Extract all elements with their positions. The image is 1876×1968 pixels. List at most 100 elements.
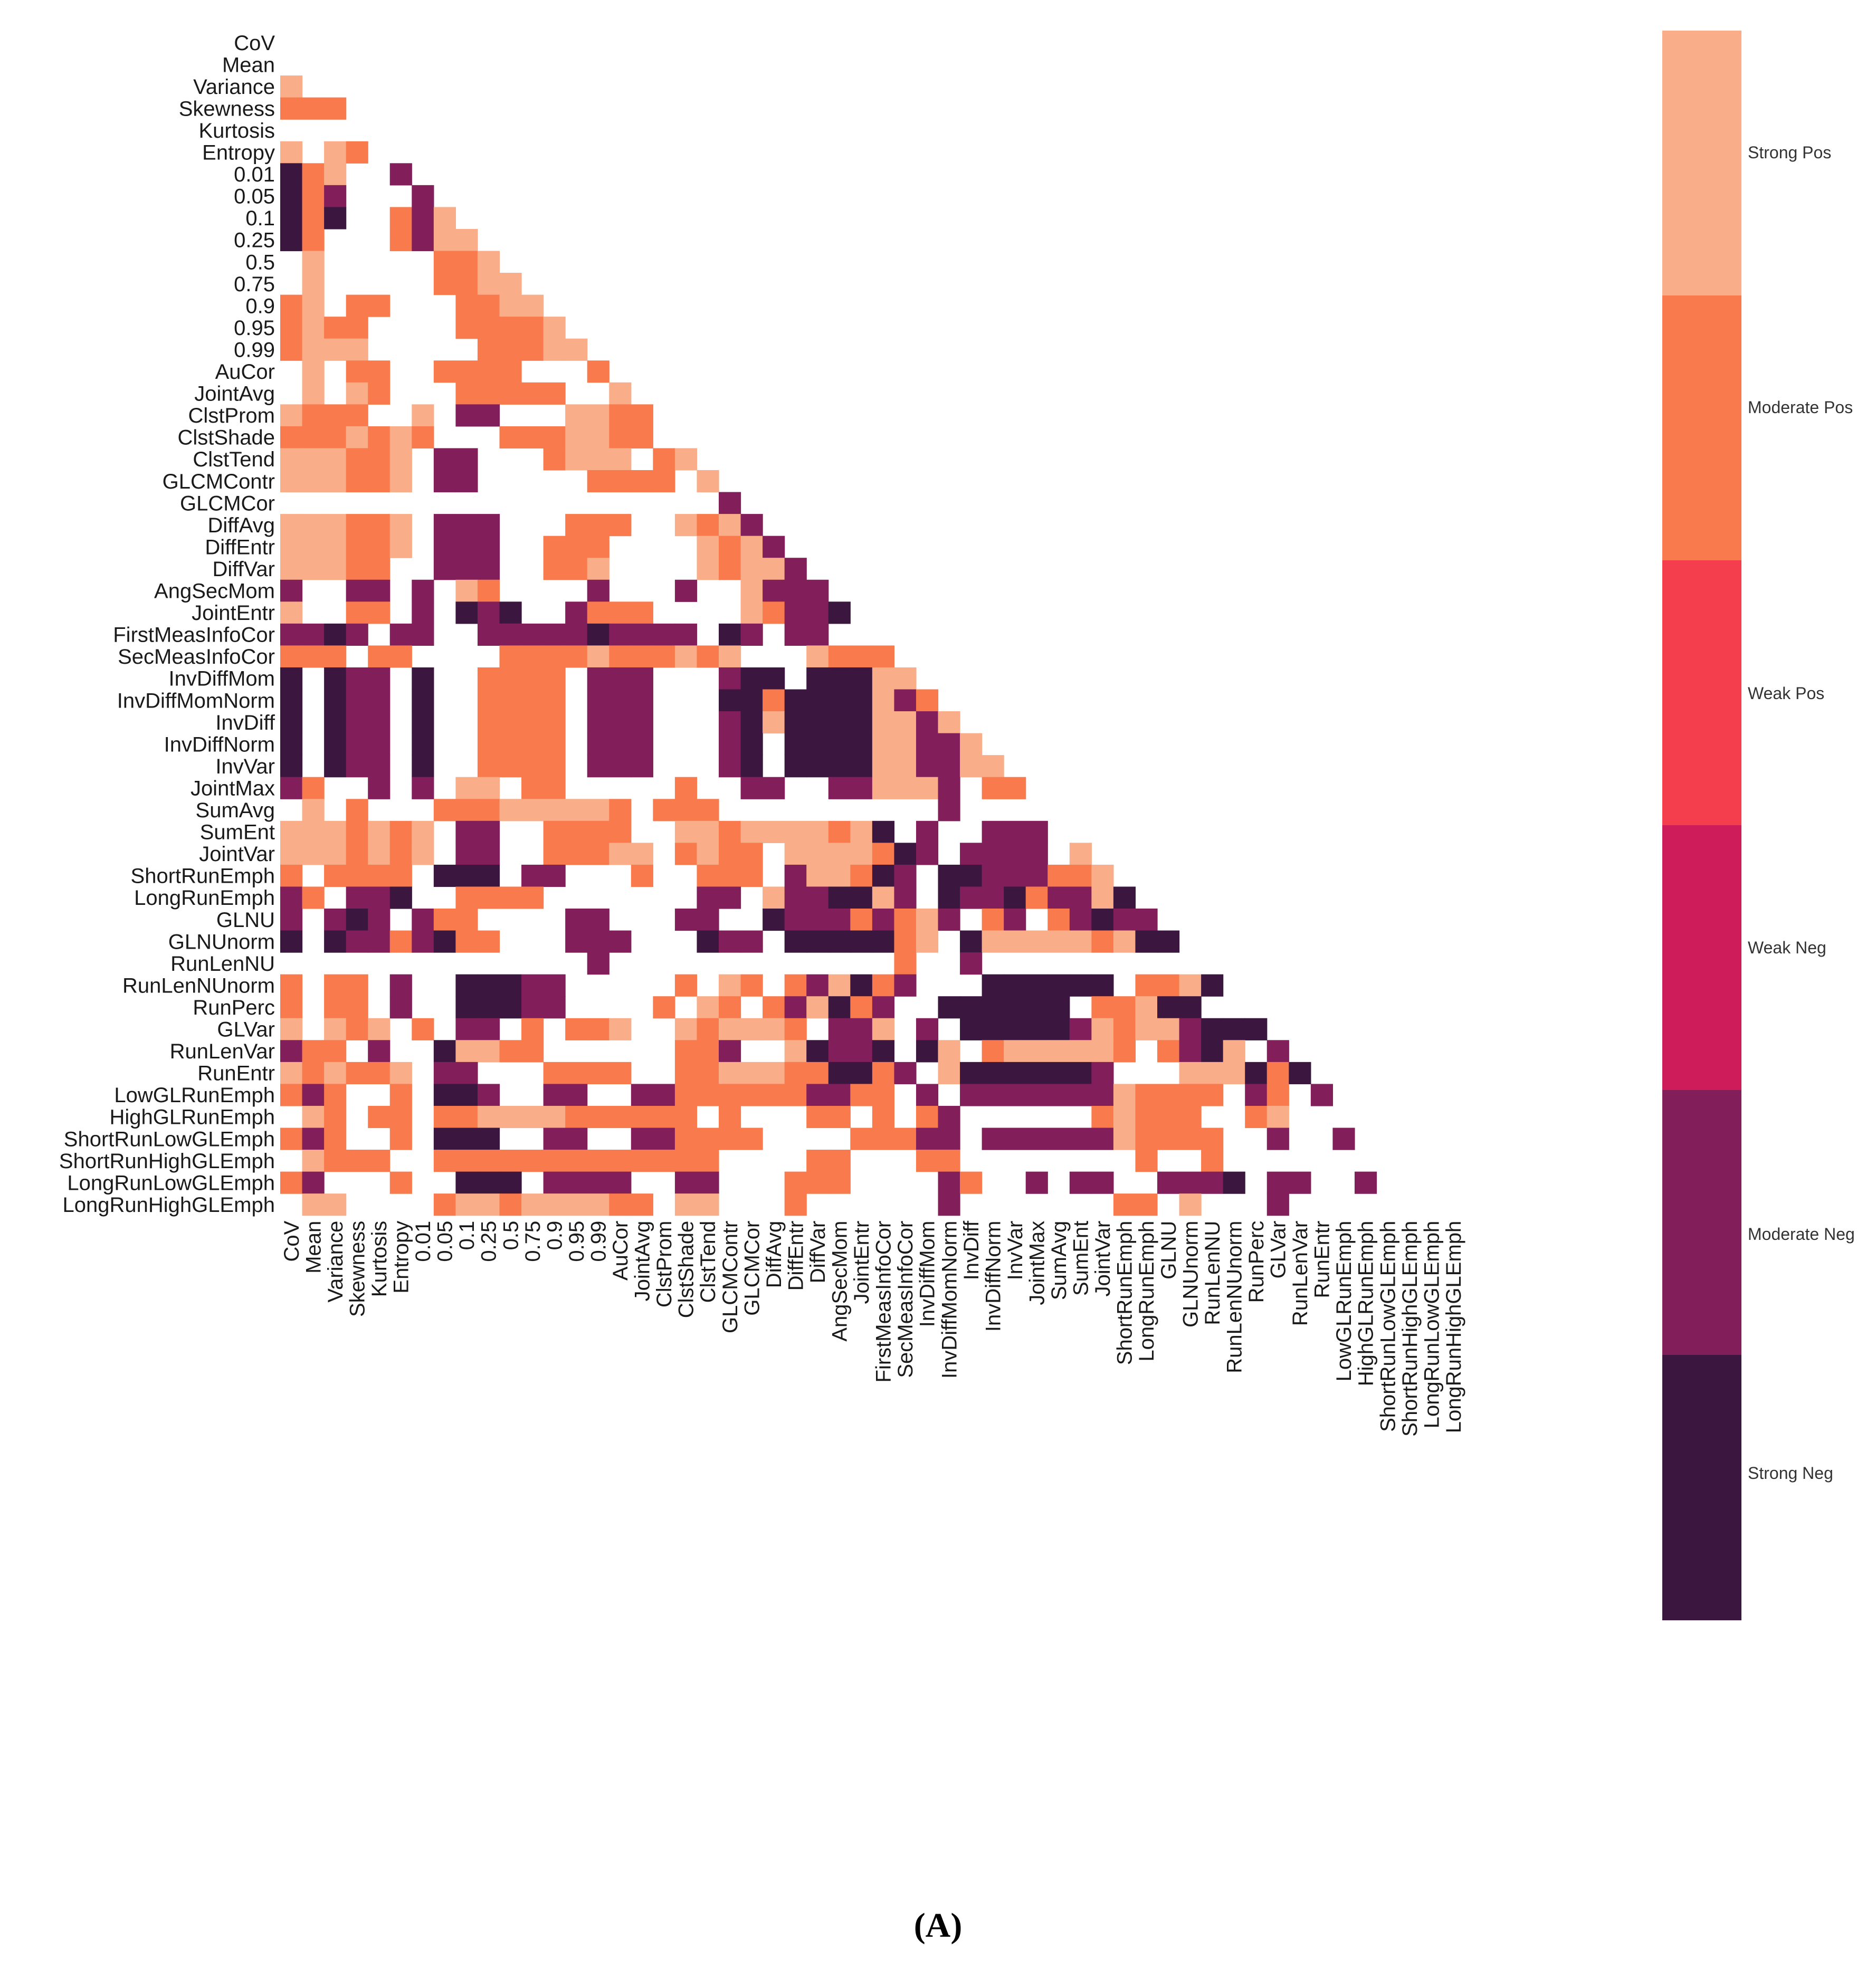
heatmap-cell (697, 1128, 719, 1150)
heatmap-cell (587, 1171, 610, 1194)
heatmap-cell (609, 1062, 632, 1084)
row-tick-label: JointEntr (192, 601, 275, 625)
column-tick-label: GLCMContr (719, 1221, 742, 1333)
row-tick-label: 0.95 (234, 317, 275, 340)
heatmap-cell (697, 864, 719, 887)
heatmap-cell (477, 536, 500, 558)
heatmap-cell (938, 1193, 960, 1216)
heatmap-cell (324, 514, 347, 537)
heatmap-cell (565, 1018, 588, 1040)
heatmap-cell (346, 799, 368, 821)
heatmap-cell (346, 338, 368, 361)
heatmap-cell (324, 820, 347, 843)
heatmap-cell (872, 755, 894, 778)
heatmap-cell (346, 579, 368, 602)
heatmap-cell (1157, 996, 1180, 1019)
heatmap-cell (784, 1084, 807, 1106)
heatmap-cell (631, 426, 653, 449)
heatmap-cell (1091, 1105, 1114, 1129)
heatmap-cell (477, 799, 500, 821)
heatmap-cell (1091, 974, 1114, 997)
heatmap-cell (982, 1040, 1004, 1063)
heatmap-cell (389, 645, 412, 668)
heatmap-cell (280, 667, 303, 690)
heatmap-cell (543, 843, 566, 865)
column-tick-label: GLNU (1157, 1221, 1180, 1279)
column-tick-label: ShortRunHighGLEmph (1398, 1221, 1422, 1437)
heatmap-cell (982, 1084, 1004, 1106)
heatmap-cell (565, 820, 588, 843)
heatmap-cell (280, 1084, 303, 1106)
heatmap-cell (324, 909, 347, 931)
heatmap-cell (565, 1150, 588, 1172)
heatmap-cell (828, 645, 851, 668)
heatmap-cell (587, 470, 610, 493)
heatmap-cell (587, 645, 610, 668)
column-tick-label: DiffAvg (763, 1221, 786, 1288)
heatmap-cell (828, 996, 851, 1019)
heatmap-cell (784, 1040, 807, 1063)
column-tick-label: 0.1 (455, 1221, 479, 1250)
heatmap-cell (872, 1018, 894, 1040)
heatmap-cell (1047, 864, 1070, 887)
heatmap-cell (674, 1018, 698, 1040)
heatmap-cell (1004, 1018, 1026, 1040)
heatmap-cell (938, 1128, 960, 1150)
heatmap-cell (280, 1018, 303, 1040)
heatmap-cell (280, 1128, 303, 1150)
heatmap-cell (368, 909, 391, 931)
heatmap-cell (938, 799, 960, 821)
heatmap-cell (609, 448, 632, 471)
heatmap-cell (587, 1193, 610, 1216)
heatmap-cell (280, 777, 303, 799)
heatmap-cell (828, 711, 851, 734)
heatmap-cell (806, 1105, 829, 1129)
heatmap-cell (674, 799, 698, 821)
heatmap-cell (719, 996, 741, 1019)
heatmap-cell (346, 141, 368, 164)
heatmap-cell (609, 1150, 632, 1172)
heatmap-cell (324, 207, 347, 230)
heatmap-cell (1069, 886, 1092, 909)
row-tick-label: ShortRunEmph (131, 865, 275, 888)
heatmap-cell (1113, 1018, 1136, 1040)
heatmap-cell (302, 294, 325, 317)
heatmap-cell (1091, 864, 1114, 887)
heatmap-cell (960, 843, 983, 865)
heatmap-cell (389, 536, 412, 558)
heatmap-cell (784, 909, 807, 931)
heatmap-cell (1091, 996, 1114, 1019)
heatmap-cell (1025, 886, 1048, 909)
column-tick-label: RunLenVar (1289, 1221, 1312, 1326)
heatmap-cell (346, 470, 368, 493)
heatmap-cell (609, 645, 632, 668)
heatmap-cell (389, 207, 412, 230)
heatmap-cell (1223, 1171, 1245, 1194)
heatmap-cell (609, 843, 632, 865)
heatmap-cell (302, 1150, 325, 1172)
column-tick-label: ShortRunLowGLEmph (1376, 1221, 1399, 1432)
heatmap-cell (697, 1150, 719, 1172)
heatmap-cell (368, 711, 391, 734)
heatmap-cell (477, 623, 500, 646)
heatmap-cell (302, 1193, 325, 1216)
heatmap-cell (389, 996, 412, 1019)
heatmap-cell (280, 1062, 303, 1084)
heatmap-cell (302, 843, 325, 865)
column-tick-label: InvVar (1004, 1221, 1027, 1281)
heatmap-cell (565, 623, 588, 646)
heatmap-cell (1310, 1084, 1333, 1106)
heatmap-cell (1113, 1084, 1136, 1106)
heatmap-cell (740, 733, 763, 756)
heatmap-cell (653, 645, 675, 668)
heatmap-cell (543, 667, 566, 690)
heatmap-cell (280, 75, 303, 98)
heatmap-cell (302, 273, 325, 295)
heatmap-cell (1157, 1105, 1180, 1129)
heatmap-cell (521, 974, 544, 997)
heatmap-cell (872, 645, 894, 668)
heatmap-cell (872, 1105, 894, 1129)
heatmap-cell (1004, 1084, 1026, 1106)
heatmap-cell (674, 579, 698, 602)
heatmap-cell (872, 886, 894, 909)
